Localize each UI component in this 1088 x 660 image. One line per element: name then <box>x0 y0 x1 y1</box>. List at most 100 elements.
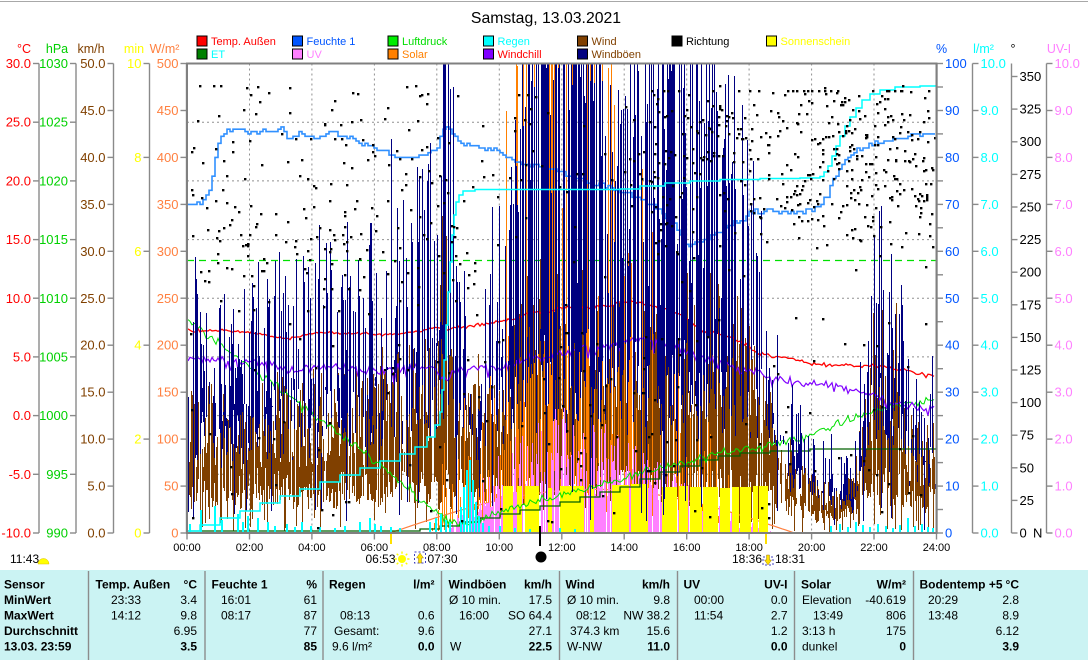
svg-text:15.6: 15.6 <box>647 624 671 638</box>
svg-text:08:00: 08:00 <box>423 542 451 554</box>
svg-text:Ø 10 min.: Ø 10 min. <box>567 593 619 607</box>
svg-text:07:30: 07:30 <box>428 552 458 566</box>
svg-text:0.0: 0.0 <box>771 640 788 654</box>
svg-text:1.0: 1.0 <box>1055 479 1073 494</box>
svg-text:08:12: 08:12 <box>576 609 606 623</box>
svg-text:Feuchte 1: Feuchte 1 <box>212 578 268 592</box>
svg-text:13.03. 23:59: 13.03. 23:59 <box>4 640 72 654</box>
svg-text:%: % <box>936 42 947 56</box>
svg-text:08:17: 08:17 <box>221 609 251 623</box>
svg-text:Wind: Wind <box>592 36 617 48</box>
svg-text:350: 350 <box>1020 69 1042 84</box>
svg-text:5.0: 5.0 <box>13 349 31 364</box>
svg-text:45.0: 45.0 <box>80 103 105 118</box>
svg-text:Ø 10 min.: Ø 10 min. <box>449 593 501 607</box>
svg-text:150: 150 <box>1020 330 1042 345</box>
svg-text:995: 995 <box>46 467 68 482</box>
svg-text:100: 100 <box>157 432 179 447</box>
svg-text:500: 500 <box>157 56 179 71</box>
svg-text:990: 990 <box>46 526 68 541</box>
svg-text:175: 175 <box>1020 297 1042 312</box>
svg-text:1015: 1015 <box>39 232 68 247</box>
svg-text:75: 75 <box>1020 428 1034 443</box>
svg-text:9.8: 9.8 <box>180 609 197 623</box>
svg-text:18:31: 18:31 <box>775 552 805 566</box>
svg-text:UV-I: UV-I <box>1047 42 1071 56</box>
svg-text:250: 250 <box>1020 200 1042 215</box>
svg-text:23:33: 23:33 <box>111 593 141 607</box>
svg-text:350: 350 <box>157 197 179 212</box>
svg-text:°C: °C <box>184 578 198 592</box>
svg-text:275: 275 <box>1020 167 1042 182</box>
svg-text:50.0: 50.0 <box>80 56 105 71</box>
svg-text:Solar: Solar <box>402 49 428 61</box>
svg-text:50: 50 <box>1020 460 1034 475</box>
svg-text:Regen: Regen <box>329 578 366 592</box>
svg-text:Luftdruck: Luftdruck <box>402 36 448 48</box>
svg-text:Durchschnitt: Durchschnitt <box>4 624 78 638</box>
svg-text:14:12: 14:12 <box>111 609 141 623</box>
svg-text:0: 0 <box>134 526 141 541</box>
svg-text:20.0: 20.0 <box>80 338 105 353</box>
svg-text:SO 64.4: SO 64.4 <box>508 609 552 623</box>
svg-text:10.0: 10.0 <box>981 56 1006 71</box>
svg-text:10.0: 10.0 <box>6 291 31 306</box>
svg-text:100: 100 <box>945 56 967 71</box>
svg-text:0: 0 <box>1020 526 1027 541</box>
svg-text:2.8: 2.8 <box>1002 593 1019 607</box>
svg-text:10: 10 <box>127 56 141 71</box>
svg-text:4: 4 <box>134 338 141 353</box>
svg-text:9.6: 9.6 <box>418 624 435 638</box>
svg-text:W/m²: W/m² <box>877 578 906 592</box>
svg-text:3.5: 3.5 <box>180 640 197 654</box>
svg-text:00:00: 00:00 <box>173 542 201 554</box>
svg-text:13:49: 13:49 <box>813 609 843 623</box>
svg-text:1005: 1005 <box>39 349 68 364</box>
svg-text:W-NW: W-NW <box>567 640 603 654</box>
svg-text:UV: UV <box>684 578 701 592</box>
svg-text:MinWert: MinWert <box>4 593 51 607</box>
svg-text:8: 8 <box>134 150 141 165</box>
svg-text:1.0: 1.0 <box>981 479 999 494</box>
svg-text:1020: 1020 <box>39 173 68 188</box>
svg-text:70: 70 <box>945 197 959 212</box>
svg-text:60: 60 <box>945 244 959 259</box>
svg-text:87: 87 <box>304 609 318 623</box>
svg-text:9.8: 9.8 <box>653 593 670 607</box>
svg-text:9.0: 9.0 <box>981 103 999 118</box>
svg-text:300: 300 <box>1020 134 1042 149</box>
svg-text:18:36: 18:36 <box>732 552 762 566</box>
svg-text:Temp. Außen: Temp. Außen <box>211 36 276 48</box>
svg-text:22:00: 22:00 <box>860 542 888 554</box>
svg-text:7.0: 7.0 <box>981 197 999 212</box>
svg-text:2.0: 2.0 <box>1055 432 1073 447</box>
svg-text:10.0: 10.0 <box>80 432 105 447</box>
svg-text:0: 0 <box>945 526 952 541</box>
svg-text:5.0: 5.0 <box>87 479 105 494</box>
svg-text:4.0: 4.0 <box>1055 338 1073 353</box>
svg-text:1000: 1000 <box>39 408 68 423</box>
svg-text:Regen: Regen <box>498 36 530 48</box>
svg-text:806: 806 <box>886 609 906 623</box>
svg-text:02:00: 02:00 <box>236 542 264 554</box>
svg-text:0.0: 0.0 <box>87 526 105 541</box>
svg-text:3.9: 3.9 <box>1002 640 1019 654</box>
svg-text:30.0: 30.0 <box>80 244 105 259</box>
svg-text:%: % <box>306 578 317 592</box>
svg-text:125: 125 <box>1020 363 1042 378</box>
svg-text:175: 175 <box>886 624 906 638</box>
svg-text:16:01: 16:01 <box>221 593 251 607</box>
svg-text:0.0: 0.0 <box>13 408 31 423</box>
svg-text:°: ° <box>1011 42 1016 56</box>
svg-text:15.0: 15.0 <box>6 232 31 247</box>
svg-text:2.0: 2.0 <box>981 432 999 447</box>
svg-text:1010: 1010 <box>39 291 68 306</box>
svg-text:20: 20 <box>945 432 959 447</box>
svg-text:0.0: 0.0 <box>771 593 788 607</box>
svg-text:50: 50 <box>945 291 959 306</box>
svg-text:0.0: 0.0 <box>418 640 435 654</box>
svg-text:6.0: 6.0 <box>1055 244 1073 259</box>
svg-text:200: 200 <box>157 338 179 353</box>
svg-text:13:48: 13:48 <box>928 609 958 623</box>
svg-text:40.0: 40.0 <box>80 150 105 165</box>
